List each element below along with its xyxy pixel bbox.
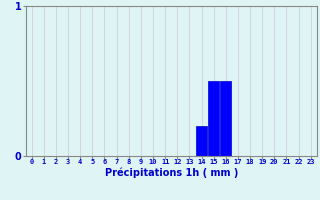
Bar [196, 126, 207, 156]
X-axis label: Précipitations 1h ( mm ): Précipitations 1h ( mm ) [105, 168, 238, 178]
Bar [208, 81, 219, 156]
Bar [220, 81, 231, 156]
